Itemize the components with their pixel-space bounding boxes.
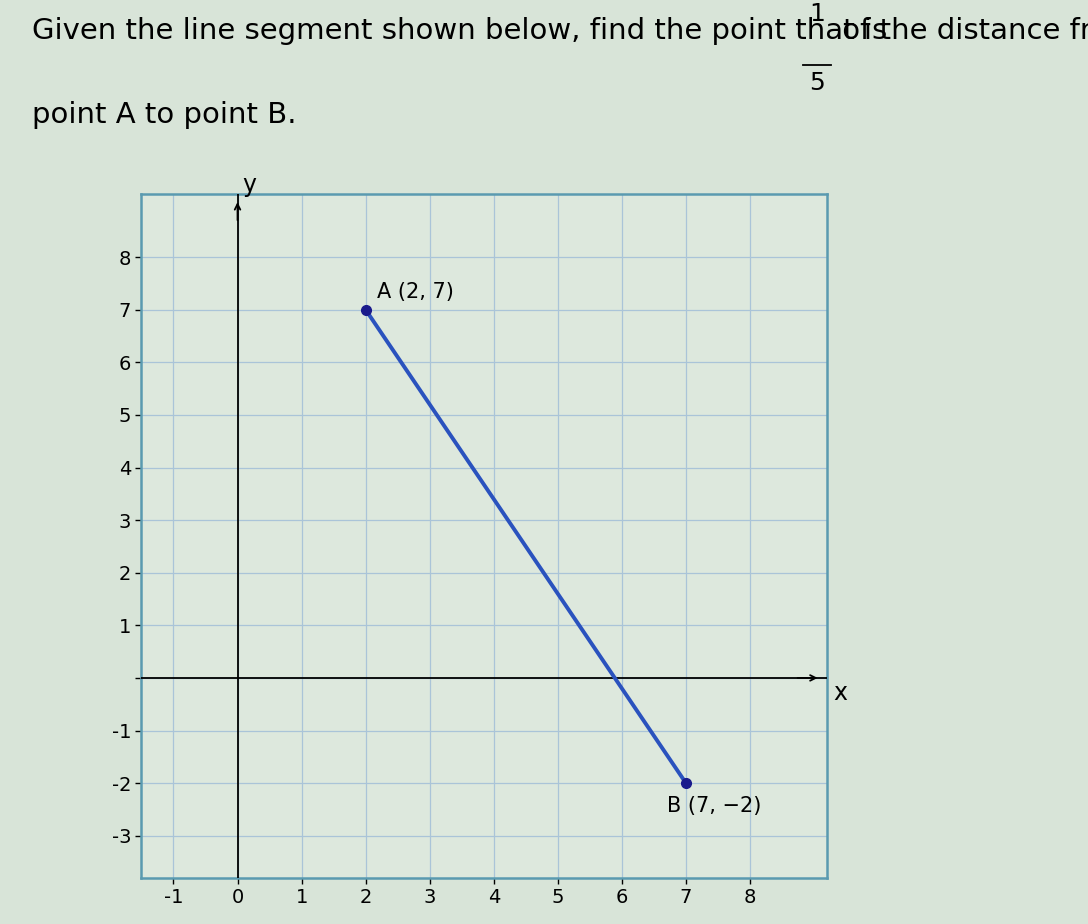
Text: y: y — [242, 173, 256, 197]
Text: point A to point B.: point A to point B. — [33, 101, 297, 129]
Text: Given the line segment shown below, find the point that is: Given the line segment shown below, find… — [33, 17, 897, 44]
Text: B (7, −2): B (7, −2) — [667, 796, 762, 816]
Text: 1: 1 — [809, 2, 825, 26]
Text: of the distance from: of the distance from — [833, 17, 1088, 44]
Text: 5: 5 — [809, 71, 825, 95]
Text: x: x — [833, 681, 848, 705]
Text: A (2, 7): A (2, 7) — [378, 282, 454, 302]
